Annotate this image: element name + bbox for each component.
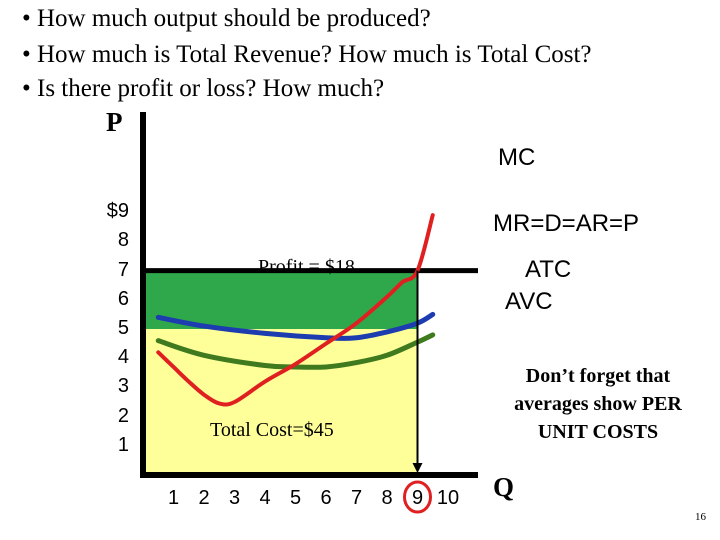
x-tick-label: 10 (436, 487, 460, 509)
y-tick-label: 2 (117, 404, 129, 427)
atc-curve (155, 311, 436, 341)
y-tick-label: 6 (117, 287, 129, 310)
total-cost-label: Total Cost=$45 (210, 419, 334, 441)
avc-label: AVC (505, 288, 553, 315)
quantity-arrow (412, 463, 423, 473)
y-tick-label: 8 (117, 229, 129, 252)
x-tick-label: 5 (289, 487, 302, 509)
x-tick-label: 7 (350, 487, 363, 509)
profit-label: Profit = $18 (258, 256, 355, 278)
x-tick-label: 4 (259, 487, 271, 509)
mc-curve (156, 213, 435, 407)
per-unit-note: Don’t forget that averages show PER UNIT… (514, 365, 682, 443)
y-tick-label: 5 (117, 317, 129, 339)
y-axis-label: P (106, 107, 123, 137)
y-tick-label: 1 (117, 433, 129, 456)
quantity-circle (403, 480, 432, 514)
avc-curve (155, 332, 436, 370)
mr-label: MR=D=AR=P (493, 210, 640, 237)
x-axis-label: Q (493, 472, 515, 502)
mc-label: MC (498, 144, 536, 171)
x-tick-label: 1 (167, 487, 180, 509)
profit-area (143, 270, 418, 329)
y-tick-label: 3 (117, 375, 129, 398)
question-output: • How much output should be produced? (22, 5, 431, 32)
slide-number: 16 (695, 511, 706, 523)
x-tick-label: 8 (381, 487, 393, 509)
atc-label: ATC (525, 256, 572, 283)
x-tick-label: 2 (198, 487, 210, 509)
y-tick-label: 7 (117, 258, 129, 281)
x-tick-label: 6 (320, 487, 332, 509)
question-revenue-cost: • How much is Total Revenue? How much is… (22, 41, 592, 68)
x-tick-label: 3 (228, 487, 241, 509)
question-profit-loss: • Is there profit or loss? How much? (22, 75, 385, 102)
y-tick-label: $9 (106, 200, 129, 223)
y-tick-label: 4 (117, 346, 129, 369)
x-tick-label: 9 (411, 487, 424, 509)
